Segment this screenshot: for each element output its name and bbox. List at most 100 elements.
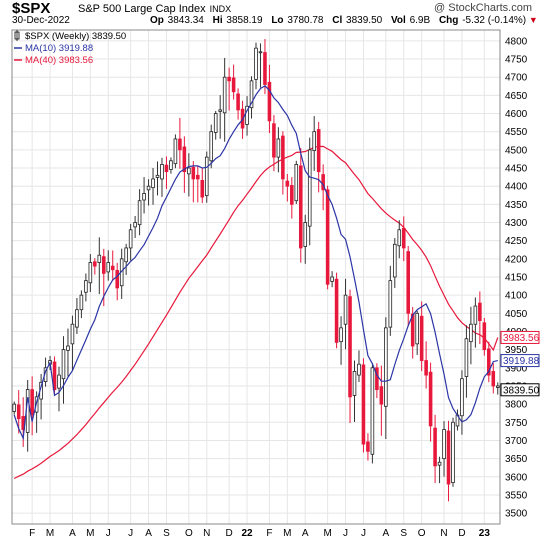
candle-body [352, 371, 357, 396]
candle [267, 64, 272, 134]
y-tick-label: 4300 [505, 218, 528, 229]
candle [137, 189, 142, 236]
x-tick-label: O [185, 528, 193, 539]
candle [491, 363, 496, 394]
y-tick-label: 4400 [505, 182, 528, 193]
x-tick-label: J [128, 528, 133, 539]
candle [169, 157, 173, 174]
legend-label: MA(40) 3983.56 [25, 55, 93, 66]
candle-body [379, 386, 384, 405]
candle-body [339, 327, 343, 343]
candle [12, 401, 17, 415]
x-tick-label: A [382, 528, 389, 539]
x-tick-label: A [302, 528, 309, 539]
y-tick-label: 3800 [505, 400, 528, 411]
candle [401, 216, 406, 262]
y-tick-label: 3750 [505, 418, 528, 429]
candle [254, 42, 258, 90]
candle-body [191, 166, 196, 180]
x-tick-label: N [203, 528, 210, 539]
x-tick-label: F [29, 528, 35, 539]
candle-body [290, 185, 294, 205]
y-tick-label: 4350 [505, 200, 528, 211]
y-tick-label: 4750 [505, 55, 528, 66]
y-axis-ticks: 3500355036003650370037503800385039003950… [505, 36, 528, 519]
candle-body [222, 76, 227, 114]
candle-body [115, 270, 119, 289]
ma10-line [13, 85, 498, 441]
candle-body [57, 374, 61, 389]
candle-body [487, 348, 491, 376]
candle [66, 328, 70, 377]
candle [285, 173, 290, 202]
candle-body [101, 256, 106, 274]
candle [61, 336, 66, 404]
x-tick-label: D [226, 528, 233, 539]
candle [307, 137, 312, 246]
candle-body [325, 189, 330, 285]
candle [325, 185, 330, 290]
candle-body [491, 371, 496, 387]
candle [424, 341, 428, 389]
candle-body [276, 138, 281, 158]
close-label: Cl [332, 15, 343, 26]
legend-entry: MA(40) 3983.56 [14, 55, 93, 66]
candle-body [66, 345, 70, 351]
candle [294, 160, 299, 204]
candle-body [173, 138, 178, 165]
candle-body [366, 441, 370, 452]
candle [334, 272, 339, 349]
candle [227, 67, 231, 111]
candle [151, 167, 155, 205]
candle [70, 315, 75, 371]
candle-body [419, 315, 424, 361]
candle [231, 64, 236, 100]
x-tick-label: A [145, 528, 152, 539]
candle [97, 237, 102, 295]
candle-body [178, 138, 182, 151]
candle-body [473, 305, 478, 325]
plot-frame [11, 29, 501, 525]
stockcharts-brand[interactable]: @ StockCharts.com [434, 2, 532, 14]
y-tick-label: 3600 [505, 472, 528, 483]
candle-body [330, 276, 334, 282]
candle-body [343, 294, 348, 325]
candle-body [258, 51, 263, 54]
candle [191, 161, 196, 203]
candle [388, 265, 393, 336]
y-tick-label: 4700 [505, 73, 528, 84]
candle [93, 258, 97, 275]
candle-body [155, 174, 160, 178]
candle-body [249, 80, 254, 109]
candle-body [482, 322, 487, 351]
candle [303, 214, 308, 264]
candle [348, 289, 352, 424]
candle [316, 121, 321, 193]
price-tag-label: 3839.50 [503, 385, 540, 396]
x-axis-ticks: F M A M J J A S O N D 22 F M A M J J A S O N D 23 [29, 528, 490, 539]
candle [370, 364, 375, 464]
candle [375, 363, 379, 399]
y-tick-label: 4450 [505, 164, 528, 175]
candle-body [442, 429, 446, 460]
candle-body [133, 222, 137, 228]
candle-body [334, 278, 339, 343]
ticker-symbol: $SPX [12, 0, 51, 17]
candle-body [469, 323, 473, 343]
candle [187, 153, 191, 197]
legend-entry: MA(10) 3919.88 [14, 43, 93, 54]
low-value: 3780.78 [287, 15, 324, 26]
candle-body [285, 180, 290, 187]
candle-body [495, 385, 500, 388]
candle-body [307, 149, 312, 227]
candle-body [70, 323, 75, 345]
x-tick-label: J [361, 528, 366, 539]
candle-body [388, 280, 393, 328]
candle-body [209, 131, 214, 162]
price-tag-label: 3983.56 [503, 333, 540, 344]
candle [75, 297, 79, 335]
candle [57, 366, 61, 412]
candle [213, 110, 218, 140]
